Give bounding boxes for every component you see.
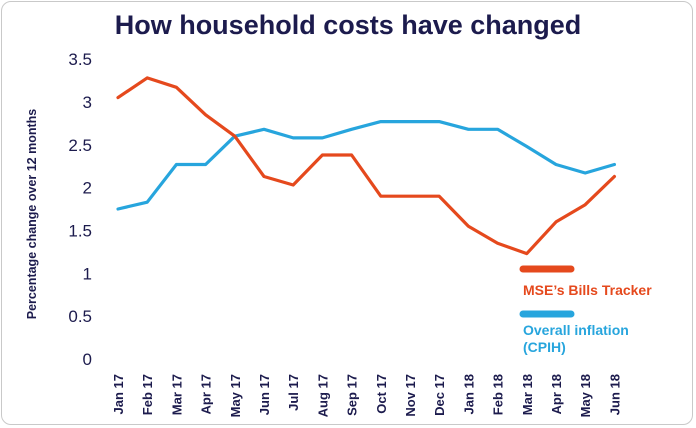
y-tick-label: 1 [83,264,92,283]
x-tick-label: Feb 17 [140,374,155,415]
x-tick-label: Mar 17 [169,374,184,415]
legend: MSE’s Bills Tracker Overall inflation (C… [519,265,652,355]
y-tick-label: 3 [83,93,92,112]
x-tick-label: Feb 18 [491,374,506,415]
x-tick-label: Apr 18 [549,374,564,414]
x-tick-label: Jul 17 [286,374,301,411]
legend-label-bills: MSE’s Bills Tracker [523,282,652,298]
x-tick-label: Jan 18 [461,374,476,414]
x-tick-label: Jun 17 [257,374,272,415]
x-tick-label: Oct 17 [374,374,389,414]
y-axis-ticks: 0 0.5 1 1.5 2 2.5 3 3.5 [68,50,92,369]
y-tick-label: 0 [83,350,92,369]
x-tick-label: Aug 17 [315,374,330,417]
x-tick-label: Mar 18 [520,374,535,415]
chart-title: How household costs have changed [115,10,582,40]
y-axis-label: Percentage change over 12 months [25,109,39,320]
x-tick-label: Apr 17 [199,374,214,414]
y-tick-label: 2 [83,179,92,198]
x-tick-label: Nov 17 [403,374,418,417]
y-tick-label: 0.5 [68,307,92,326]
x-tick-label: May 17 [228,374,243,417]
series-line-cpih [116,119,617,211]
x-axis-ticks: Jan 17 Feb 17 Mar 17 Apr 17 May 17 Jun 17 Jul … [111,374,622,417]
x-tick-label: Dec 17 [432,374,447,416]
x-tick-label: Jun 18 [607,374,622,415]
y-tick-label: 2.5 [68,136,92,155]
legend-label-cpih-line1: Overall inflation [523,322,629,338]
y-tick-label: 1.5 [68,221,92,240]
series-lines [116,76,617,256]
legend-label-cpih-line2: (CPIH) [523,339,566,355]
x-tick-label: May 18 [578,374,593,417]
series-line-bills-tracker [116,76,617,256]
x-tick-label: Sep 17 [345,374,360,416]
y-tick-label: 3.5 [68,50,92,69]
x-tick-label: Jan 17 [111,374,126,414]
